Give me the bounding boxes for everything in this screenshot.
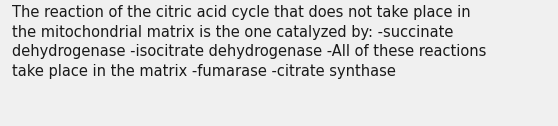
Text: The reaction of the citric acid cycle that does not take place in
the mitochondr: The reaction of the citric acid cycle th…	[12, 5, 487, 79]
